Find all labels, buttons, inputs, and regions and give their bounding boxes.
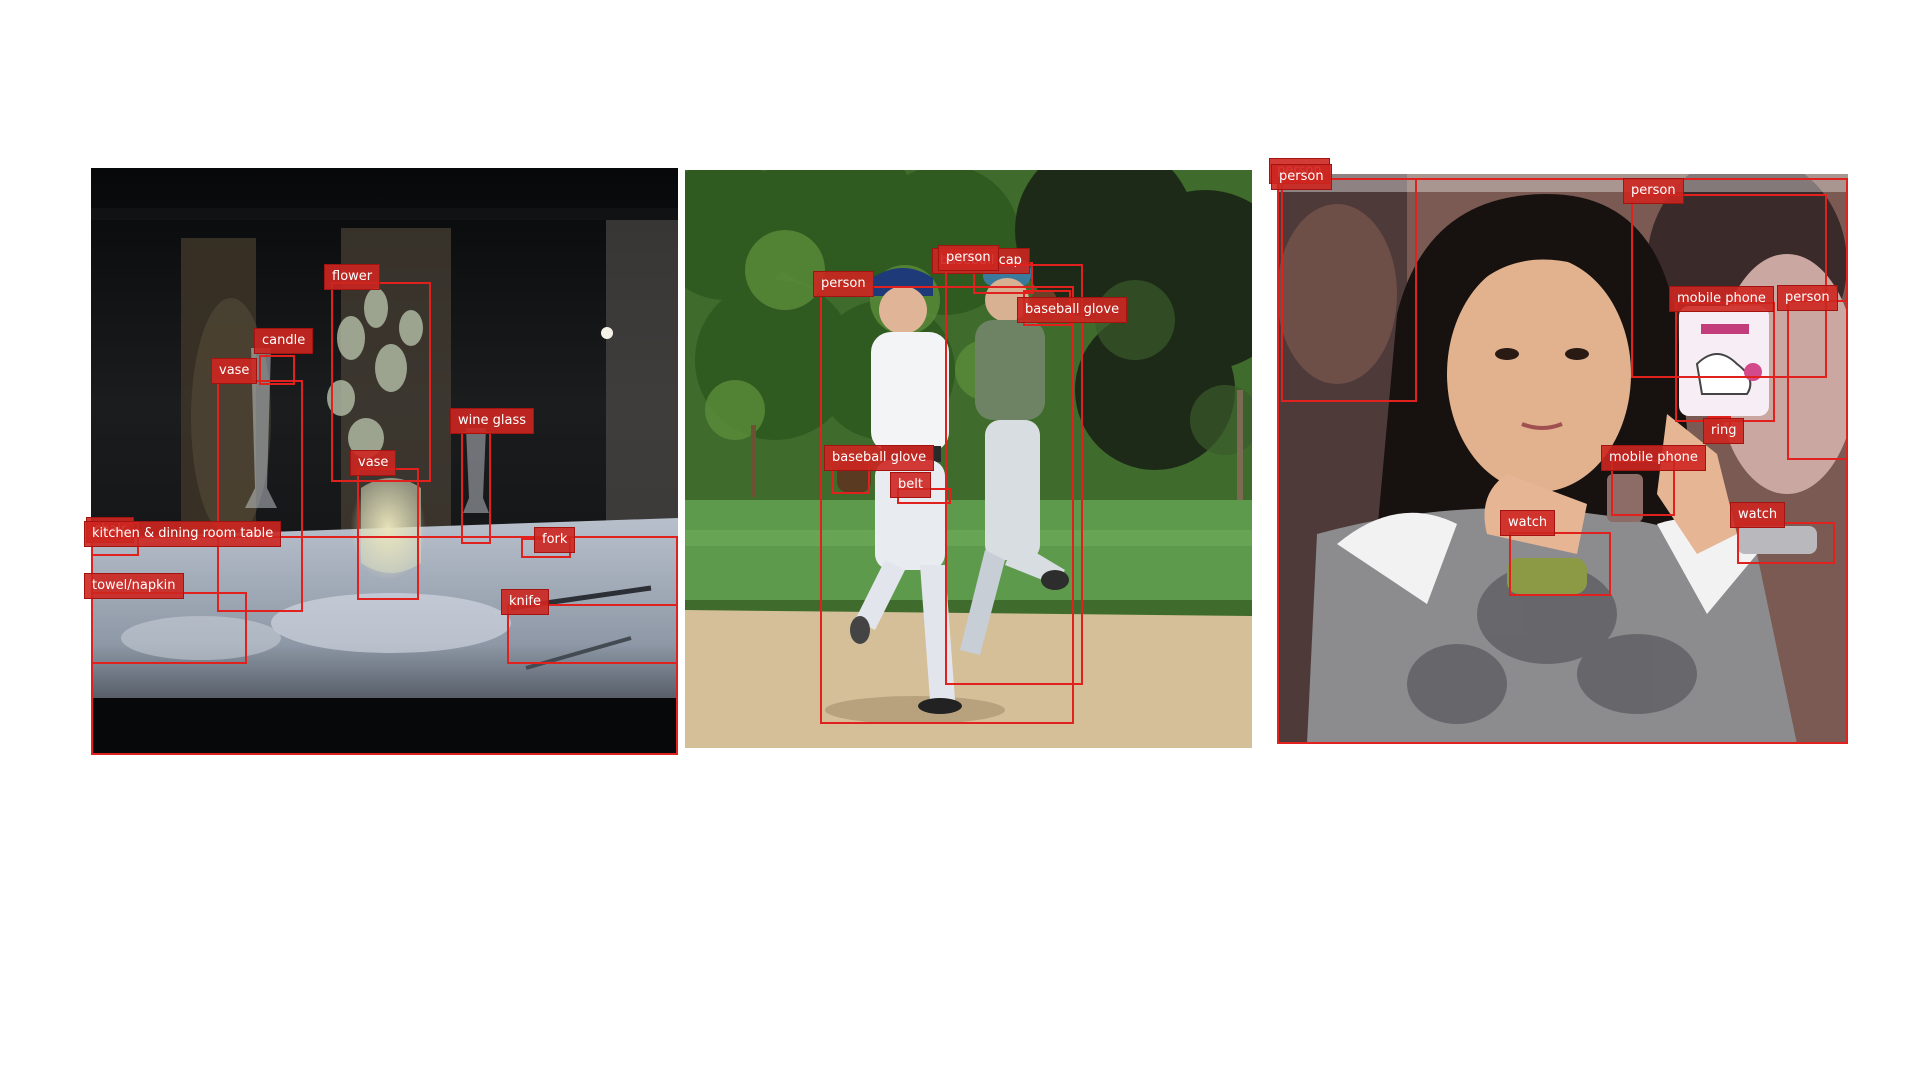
label-person-4: person bbox=[1777, 285, 1838, 311]
label-mobile-phone-2: mobile phone bbox=[1601, 445, 1706, 471]
label-person-2: person bbox=[938, 245, 999, 271]
label-mobile-phone: mobile phone bbox=[1669, 286, 1774, 312]
image-panel-woman: person person person mobile phone person… bbox=[1269, 158, 1848, 744]
label-kitchen-dining-table: kitchen & dining room table bbox=[84, 521, 282, 547]
label-watch: watch bbox=[1500, 510, 1556, 536]
label-ring: ring bbox=[1703, 418, 1745, 444]
image-panel-baseball: person baseball cap person baseball glov… bbox=[685, 170, 1252, 748]
label-baseball-glove: baseball glove bbox=[1017, 297, 1128, 323]
label-belt: belt bbox=[890, 472, 931, 498]
label-person: person bbox=[813, 271, 874, 297]
image-panel-restaurant: flower candle vase wine glass vase chair… bbox=[84, 168, 678, 755]
label-towel-napkin: towel/napkin bbox=[84, 573, 184, 599]
label-person-3: person bbox=[1623, 178, 1684, 204]
label-fork: fork bbox=[534, 527, 576, 553]
label-baseball-glove-2: baseball glove bbox=[824, 445, 935, 471]
label-candle: candle bbox=[254, 328, 314, 354]
label-person-2: person bbox=[1271, 164, 1332, 190]
label-watch-2: watch bbox=[1730, 502, 1786, 528]
label-vase-2: vase bbox=[350, 450, 397, 476]
label-wine-glass: wine glass bbox=[450, 408, 534, 434]
label-flower: flower bbox=[324, 264, 381, 290]
label-vase: vase bbox=[211, 358, 258, 384]
label-knife: knife bbox=[501, 589, 549, 615]
woman-photo bbox=[1277, 174, 1848, 744]
restaurant-photo bbox=[91, 168, 678, 755]
